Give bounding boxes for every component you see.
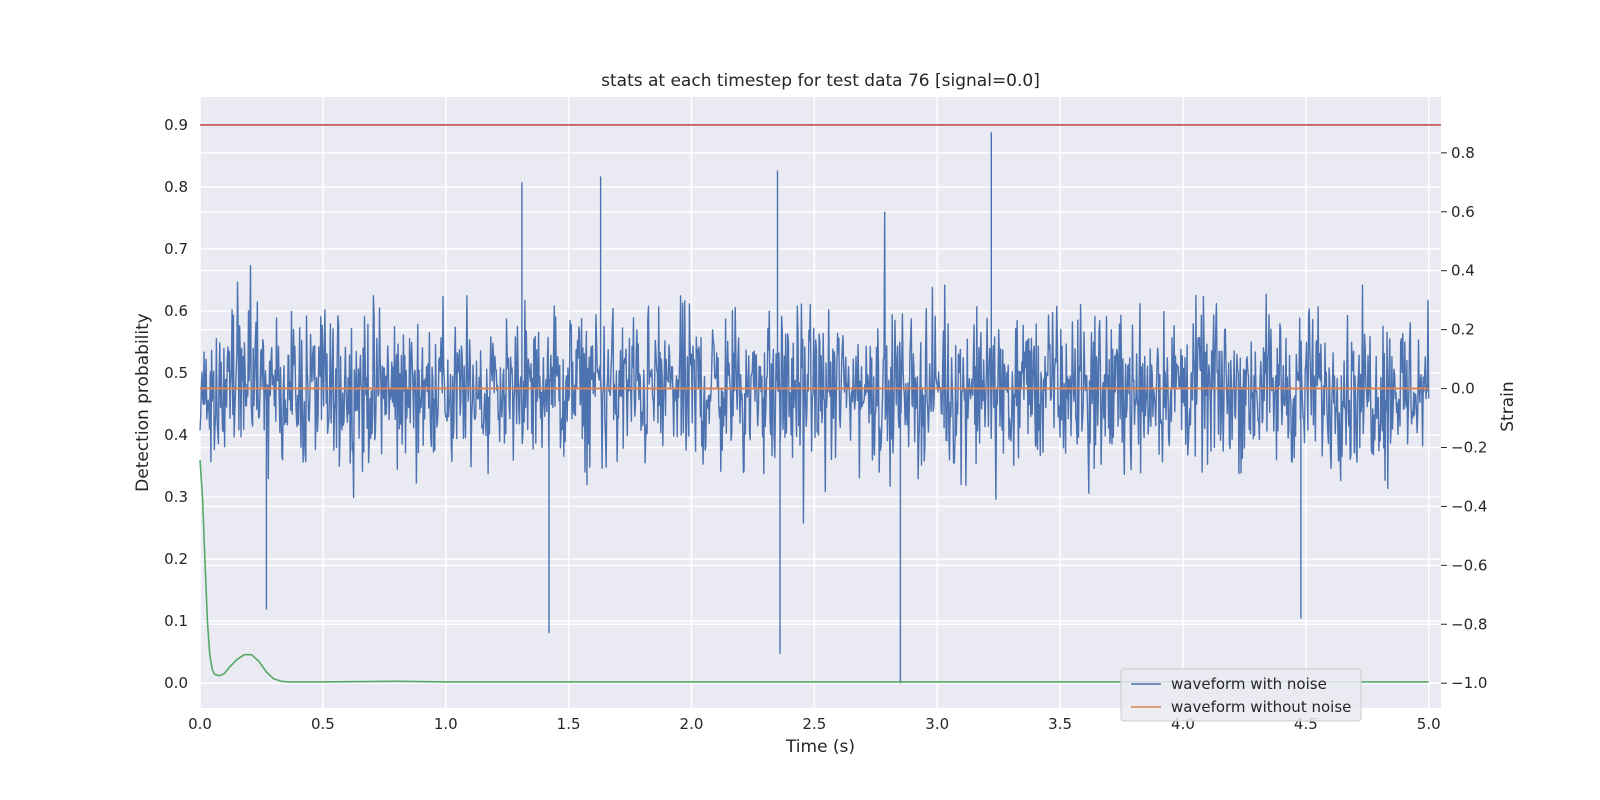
- y-axis-right: −1.0 −0.8 −0.6 −0.4 −0.2 0.0 0.2 0.4 0.6 0.8: [1441, 144, 1487, 692]
- y-tick-label: 0.6: [164, 302, 188, 320]
- series-layer: [199, 124, 1441, 684]
- legend: waveform with noise waveform without noi…: [1120, 668, 1362, 722]
- y-tick-label: 0.5: [164, 364, 188, 382]
- y-tick-label: 0.8: [164, 178, 188, 196]
- grid: [199, 97, 1441, 708]
- x-tick-label: 5.0: [1417, 715, 1441, 733]
- y-axis-left: 0.0 0.1 0.2 0.3 0.4 0.5 0.6 0.7 0.8 0.9: [164, 116, 188, 692]
- x-axis: 0.0 0.5 1.0 1.5 2.0 2.5 3.0 3.5 4.0 4.5 5.0: [188, 715, 1441, 733]
- y2-tick-label: −0.6: [1451, 556, 1487, 574]
- y-tick-label: 0.1: [164, 612, 188, 630]
- y-tick-label: 0.0: [164, 674, 188, 692]
- y2-tick-label: −0.8: [1451, 615, 1487, 633]
- x-tick-label: 3.0: [925, 715, 949, 733]
- x-axis-label: Time (s): [785, 737, 855, 757]
- y-tick-label: 0.9: [164, 116, 188, 134]
- y-axis-label: Detection probability: [133, 313, 153, 492]
- series-detection-probability: [199, 459, 1429, 683]
- y-tick-label: 0.4: [164, 426, 188, 444]
- x-tick-label: 3.5: [1048, 715, 1072, 733]
- y-tick-label: 0.2: [164, 550, 188, 568]
- x-tick-label: 0.0: [188, 715, 212, 733]
- y2-tick-label: 0.4: [1451, 262, 1475, 280]
- y2-tick-label: 0.6: [1451, 203, 1475, 221]
- x-tick-label: 1.0: [434, 715, 458, 733]
- legend-box: [1120, 668, 1362, 722]
- x-tick-label: 0.5: [311, 715, 335, 733]
- y2-tick-label: −1.0: [1451, 674, 1487, 692]
- y-tick-label: 0.7: [164, 240, 188, 258]
- legend-label-waveform-with-noise: waveform with noise: [1171, 675, 1327, 693]
- chart-title: stats at each timestep for test data 76 …: [601, 71, 1040, 91]
- y2-tick-label: −0.4: [1451, 497, 1487, 515]
- legend-label-waveform-without-noise: waveform without noise: [1171, 698, 1351, 716]
- y2-tick-label: 0.0: [1451, 380, 1475, 398]
- y2-tick-label: 0.2: [1451, 321, 1475, 339]
- y2-tick-label: 0.8: [1451, 144, 1475, 162]
- x-tick-label: 2.5: [802, 715, 826, 733]
- y2-axis-label: Strain: [1498, 381, 1518, 431]
- series-waveform-with-noise: [199, 132, 1430, 684]
- y2-tick-label: −0.2: [1451, 438, 1487, 456]
- x-tick-label: 2.0: [680, 715, 704, 733]
- y-tick-label: 0.3: [164, 488, 188, 506]
- x-tick-label: 1.5: [557, 715, 581, 733]
